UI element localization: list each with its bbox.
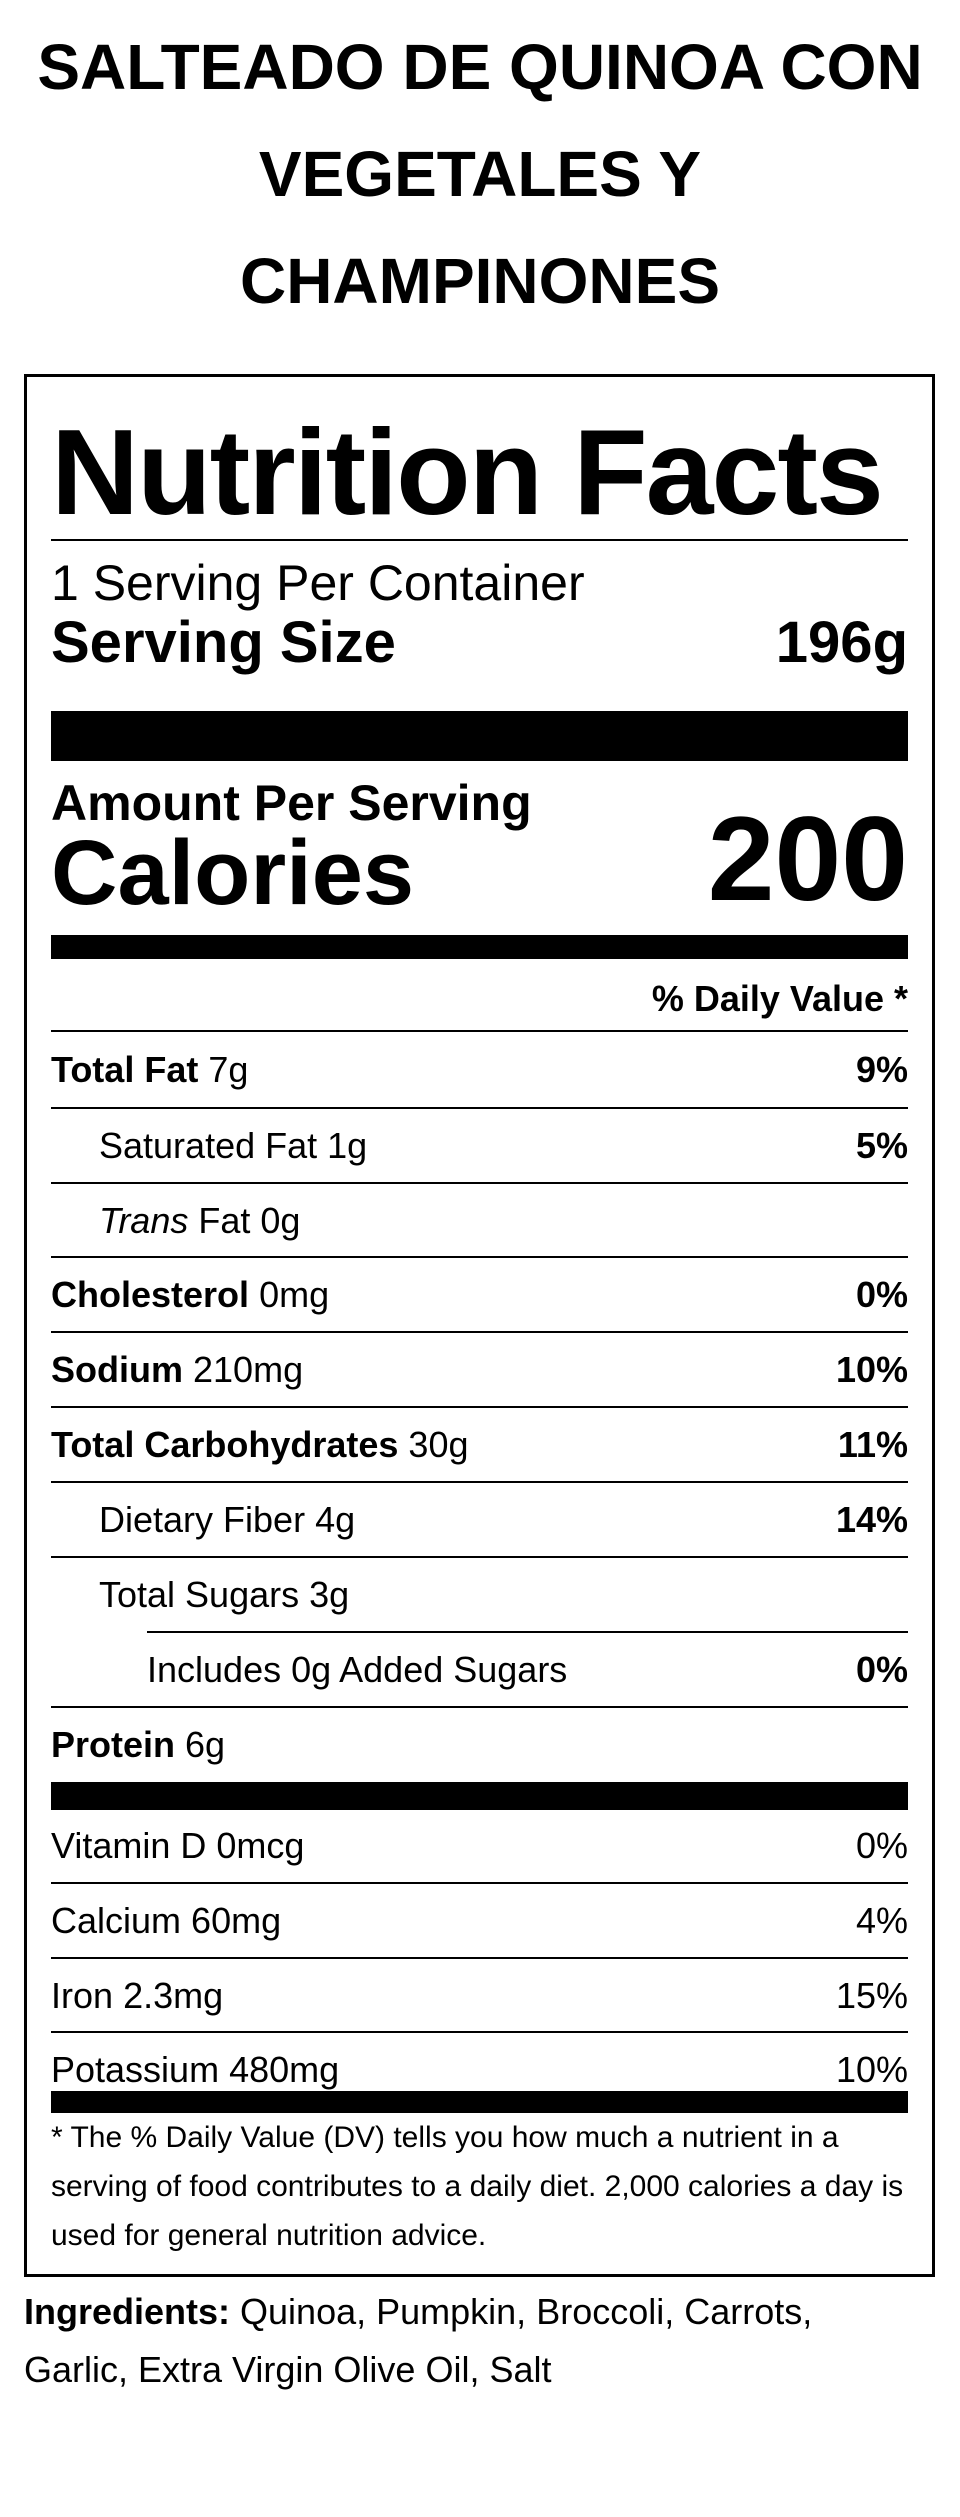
nutrient-row-protein: Protein 6g <box>51 1708 908 1782</box>
nutrient-dv: 11% <box>837 1424 908 1465</box>
nutrient-name: Total Fat <box>51 1049 199 1090</box>
vitamin-dv: 15% <box>835 1975 908 2016</box>
divider <box>51 1406 908 1408</box>
divider <box>51 1030 908 1032</box>
nutrient-amount: 1g <box>327 1125 368 1166</box>
servings-per-container: 1 Serving Per Container <box>51 555 585 611</box>
vitamin-amount: 0mcg <box>216 1825 305 1866</box>
serving-size-row: Serving Size 196g <box>51 611 908 675</box>
nutrient-name: Dietary Fiber <box>99 1499 306 1540</box>
serving-size-label: Serving Size <box>51 610 396 675</box>
nutrient-row-cholesterol: Cholesterol 0mg 0% <box>51 1258 908 1332</box>
vitamin-dv: 4% <box>855 1900 908 1941</box>
nutrient-row-total-fat: Total Fat 7g 9% <box>51 1033 908 1107</box>
product-title-line: SALTEADO DE QUINOA CON <box>37 31 923 103</box>
nutrient-dv: 10% <box>835 1349 908 1390</box>
calories-value: 200 <box>707 792 908 926</box>
nutrient-name: Total Carbohydrates <box>51 1424 399 1465</box>
calories-label: Calories <box>51 822 415 924</box>
nutrient-amount: 30g <box>408 1424 469 1465</box>
ingredients: Ingredients: Quinoa, Pumpkin, Broccoli, … <box>24 2283 924 2399</box>
nutrient-row-sodium: Sodium 210mg 10% <box>51 1333 908 1407</box>
nutrient-row-saturated-fat: Saturated Fat 1g 5% <box>51 1109 908 1183</box>
nutrient-row-total-sugars: Total Sugars 3g <box>51 1558 908 1632</box>
nutrient-dv: 0% <box>855 1274 908 1315</box>
vitamin-amount: 60mg <box>191 1900 282 1941</box>
vitamin-name: Iron <box>51 1975 114 2016</box>
nutrient-name: Protein <box>51 1724 176 1765</box>
divider <box>51 1182 908 1184</box>
vitamin-dv: 10% <box>835 2049 908 2090</box>
product-title: SALTEADO DE QUINOA CON VEGETALES Y CHAMP… <box>0 14 960 335</box>
nutrient-amount: 6g <box>185 1724 226 1765</box>
ingredients-text: Quinoa, Pumpkin, Broccoli, Carrots, Garl… <box>24 2291 813 2390</box>
vitamin-amount: 480mg <box>229 2049 340 2090</box>
thick-divider <box>51 711 908 761</box>
serving-size-value: 196g <box>775 610 908 675</box>
daily-value-header: % Daily Value * <box>651 978 908 1019</box>
nutrient-name: Sodium <box>51 1349 183 1390</box>
nutrient-dv: 14% <box>835 1499 908 1540</box>
nutrient-name: Trans <box>99 1200 189 1241</box>
vitamin-amount: 2.3mg <box>123 1975 224 2016</box>
nutrient-dv: 5% <box>855 1125 908 1166</box>
nutrient-name: Includes 0g Added Sugars <box>147 1649 568 1690</box>
nutrient-amount: 3g <box>309 1574 350 1615</box>
nutrient-dv: 0% <box>855 1649 908 1690</box>
divider <box>51 1556 908 1558</box>
nutrient-name: Saturated Fat <box>99 1125 318 1166</box>
vitamin-name: Potassium <box>51 2049 220 2090</box>
thick-divider <box>51 935 908 959</box>
product-title-line: CHAMPINONES <box>239 245 721 317</box>
divider <box>51 1882 908 1884</box>
amount-per-serving: Amount Per Serving <box>51 775 532 831</box>
divider <box>51 2031 908 2033</box>
vitamin-dv: 0% <box>855 1825 908 1866</box>
nutrient-amount: 0mg <box>259 1274 330 1315</box>
nutrient-amount: 7g <box>208 1049 249 1090</box>
nutrient-row-total-carbohydrates: Total Carbohydrates 30g 11% <box>51 1408 908 1482</box>
nutrient-amount: 4g <box>315 1499 356 1540</box>
divider <box>51 1331 908 1333</box>
daily-value-footnote: * The % Daily Value (DV) tells you how m… <box>51 2121 904 2252</box>
nutrient-amount: 0g <box>260 1200 301 1241</box>
divider <box>51 1481 908 1483</box>
divider <box>147 1631 908 1633</box>
nutrient-name-suffix: Fat <box>198 1200 251 1241</box>
nutrient-dv: 9% <box>855 1049 908 1090</box>
vitamin-row-vitamin-d: Vitamin D 0mcg 0% <box>51 1809 908 1883</box>
nutrient-name: Total Sugars <box>99 1574 300 1615</box>
nutrition-facts-heading: Nutrition Facts <box>51 404 884 540</box>
nutrition-facts-panel: Nutrition Facts 1 Serving Per Container … <box>24 374 935 2277</box>
divider <box>51 1957 908 1959</box>
nutrient-amount: 210mg <box>193 1349 304 1390</box>
divider <box>51 1107 908 1109</box>
vitamin-name: Vitamin D <box>51 1825 207 1866</box>
ingredients-label: Ingredients: <box>24 2291 231 2332</box>
nutrient-name: Cholesterol <box>51 1274 250 1315</box>
thick-divider <box>51 2091 908 2113</box>
vitamin-row-calcium: Calcium 60mg 4% <box>51 1884 908 1958</box>
nutrient-row-added-sugars: Includes 0g Added Sugars 0% <box>51 1633 908 1707</box>
vitamin-row-iron: Iron 2.3mg 15% <box>51 1959 908 2033</box>
nutrient-row-dietary-fiber: Dietary Fiber 4g 14% <box>51 1483 908 1557</box>
divider <box>51 539 908 541</box>
divider <box>51 1256 908 1258</box>
thick-divider <box>51 1782 908 1810</box>
product-title-line: VEGETALES Y <box>258 138 702 210</box>
nutrient-row-trans-fat: Trans Fat 0g <box>51 1184 908 1258</box>
divider <box>51 1706 908 1708</box>
vitamin-name: Calcium <box>51 1900 182 1941</box>
vitamin-row-potassium: Potassium 480mg 10% <box>51 2033 908 2107</box>
